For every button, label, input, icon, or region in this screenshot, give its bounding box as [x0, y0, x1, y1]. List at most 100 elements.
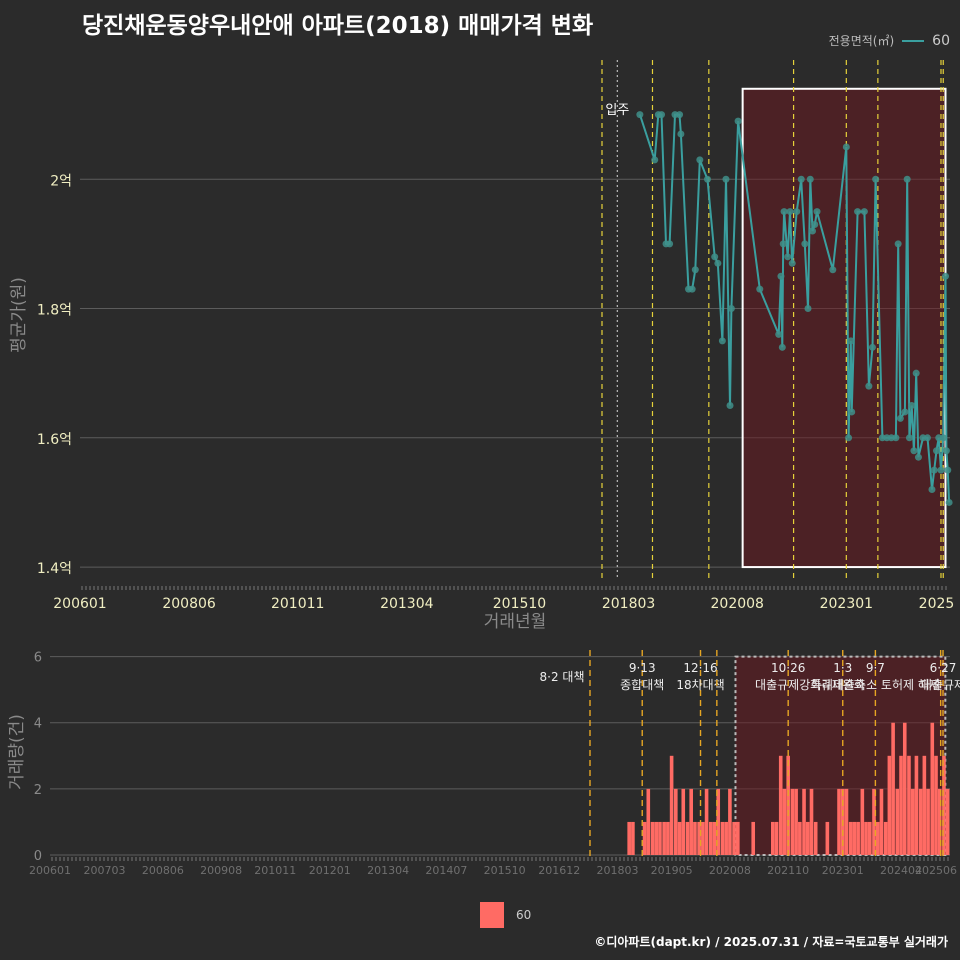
- volume-bar: [922, 755, 927, 855]
- volume-bar: [701, 821, 705, 855]
- policy-label: 8·2 대책: [540, 669, 585, 684]
- price-point: [658, 111, 666, 119]
- volume-bar: [770, 821, 775, 855]
- price-point: [811, 221, 819, 229]
- volume-bar: [662, 821, 666, 855]
- bar-x-tick-label: 201201: [309, 864, 351, 877]
- volume-bar: [879, 788, 884, 855]
- y-tick-label: 2억: [50, 173, 72, 189]
- price-point: [711, 253, 719, 261]
- legend-bottom: 60: [480, 902, 531, 928]
- volume-bar: [856, 821, 860, 855]
- volume-bar: [805, 821, 810, 855]
- volume-bar: [802, 788, 806, 855]
- volume-bar: [813, 821, 818, 855]
- x-tick-label: 201803: [602, 596, 655, 612]
- volume-bar: [860, 788, 865, 855]
- price-point: [941, 272, 949, 280]
- volume-bar: [864, 821, 868, 855]
- price-point: [937, 466, 945, 474]
- price-point: [786, 208, 794, 216]
- bar-y-tick-label: 2: [34, 783, 42, 798]
- volume-bar: [872, 788, 876, 855]
- bar-x-tick-label: 200601: [29, 864, 71, 877]
- bar-x-tick-label: 202404: [880, 864, 922, 877]
- price-point: [923, 434, 931, 442]
- price-point: [636, 111, 644, 119]
- x-axis-title: 거래년월: [484, 612, 547, 632]
- volume-bar: [693, 821, 697, 855]
- price-point: [734, 117, 742, 125]
- footer-credit: ©디아파트(dapt.kr) / 2025.07.31 / 자료=국토교통부 실…: [594, 935, 948, 949]
- volume-bar: [837, 788, 841, 855]
- volume-bar: [674, 788, 678, 855]
- price-point: [928, 486, 936, 494]
- price-point: [666, 240, 674, 248]
- volume-bar: [902, 722, 907, 855]
- price-point: [777, 272, 785, 280]
- policy-label: 6·27: [930, 661, 957, 675]
- price-point: [780, 208, 788, 216]
- legend-bottom-item: 60: [516, 908, 532, 922]
- price-point: [872, 175, 880, 183]
- volume-bar: [704, 788, 709, 855]
- volume-bar: [720, 821, 725, 855]
- x-tick-label: 200806: [162, 596, 216, 612]
- volume-bar: [708, 821, 713, 855]
- volume-bar: [875, 821, 880, 855]
- y-tick-label: 1.6억: [37, 432, 72, 448]
- volume-bar: [712, 821, 717, 855]
- volume-bar: [689, 788, 693, 855]
- price-point: [793, 208, 801, 216]
- price-point: [914, 453, 922, 461]
- policy-label: 10·26: [771, 661, 805, 675]
- volume-bar: [658, 821, 662, 855]
- price-point: [676, 111, 684, 119]
- volume-bar: [681, 788, 686, 855]
- price-point: [905, 434, 913, 442]
- price-point: [727, 305, 735, 313]
- price-point: [910, 447, 918, 455]
- price-point: [894, 240, 902, 248]
- price-point: [829, 266, 837, 274]
- price-point: [932, 447, 940, 455]
- volume-bar: [899, 755, 903, 855]
- volume-bar: [728, 788, 732, 855]
- x-tick-label: 201304: [380, 596, 434, 612]
- volume-bar: [778, 755, 783, 855]
- volume-bar: [642, 821, 647, 855]
- price-point: [797, 175, 805, 183]
- price-point: [696, 156, 704, 164]
- volume-bar: [794, 788, 798, 855]
- chart-title: 당진채운동양우내안애 아파트(2018) 매매가격 변화: [82, 13, 594, 39]
- price-point: [775, 330, 783, 338]
- price-point: [806, 175, 814, 183]
- volume-bar: [790, 788, 795, 855]
- bar-x-tick-label: 201304: [367, 864, 409, 877]
- volume-bar: [891, 722, 895, 855]
- policy-label: 9·7: [866, 661, 885, 675]
- volume-bar: [685, 821, 690, 855]
- price-point: [813, 208, 821, 216]
- bar-y-axis-title: 거래량(건): [7, 714, 27, 790]
- price-point: [865, 382, 873, 390]
- legend-line-swatch: [902, 39, 925, 42]
- price-point: [651, 156, 659, 164]
- price-point: [801, 240, 809, 248]
- price-point: [944, 466, 952, 474]
- volume-bar: [934, 755, 938, 855]
- volume-bar: [937, 788, 942, 855]
- policy-label: 9·13: [629, 661, 656, 675]
- price-point: [722, 175, 730, 183]
- price-point: [854, 208, 862, 216]
- policy-label: 규제완화: [821, 678, 865, 692]
- price-point: [908, 401, 916, 409]
- price-point: [842, 143, 850, 151]
- y-axis-title: 평균가(원): [9, 277, 29, 353]
- volume-bar: [782, 788, 787, 855]
- legend-top: 전용면적(㎡) 60: [829, 32, 950, 49]
- price-point: [788, 259, 796, 267]
- x-tick-label: 200601: [53, 596, 106, 612]
- volume-bar: [887, 755, 892, 855]
